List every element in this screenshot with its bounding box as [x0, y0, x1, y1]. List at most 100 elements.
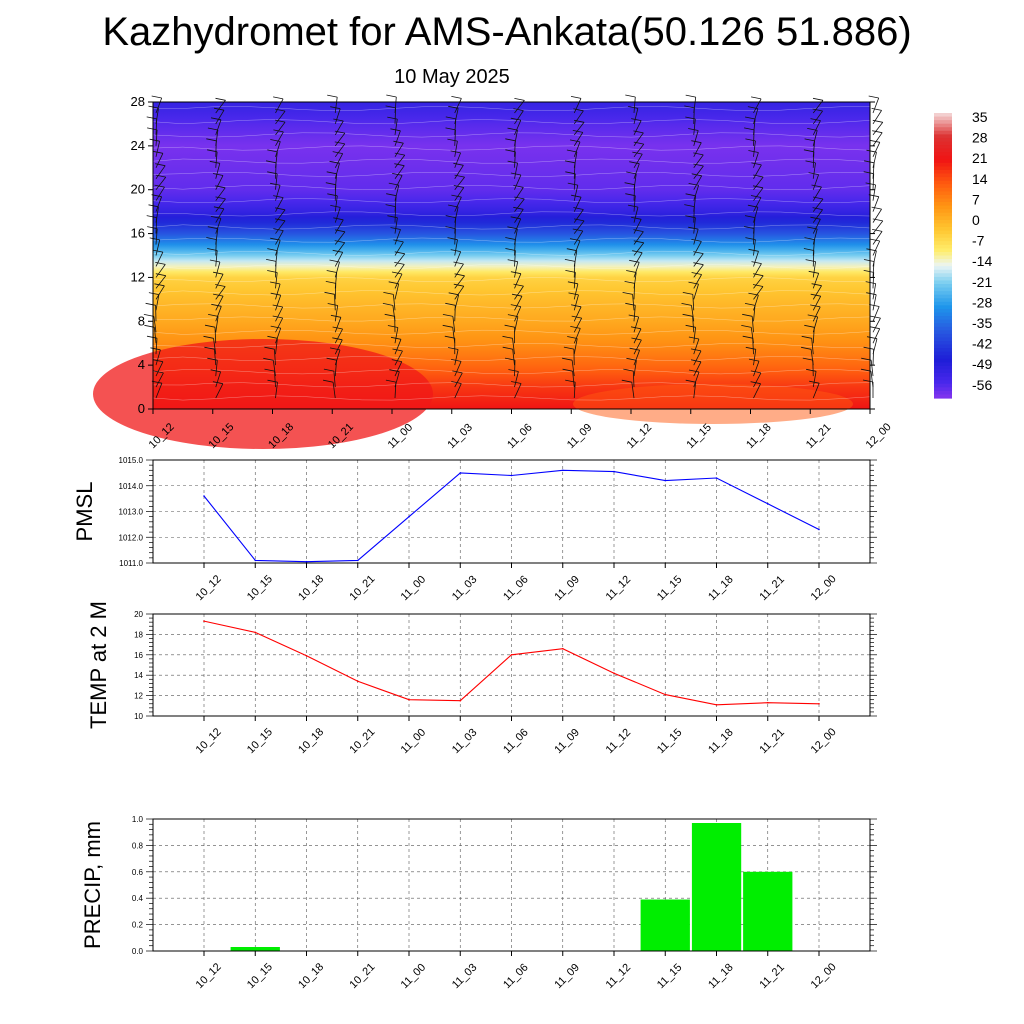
- wind-barb: [334, 120, 344, 136]
- wind-barb-feather: [451, 381, 462, 384]
- wind-barb-feather: [213, 293, 224, 297]
- wind-barb: [573, 220, 585, 234]
- wind-barb-feather: [391, 359, 402, 362]
- wind-barb: [155, 294, 160, 311]
- wind-barb: [215, 208, 225, 223]
- pmsl-point: [357, 559, 359, 562]
- precip-xtick-label: 10_12: [194, 961, 224, 991]
- wind-barb: [514, 218, 522, 234]
- pmsl-point: [305, 560, 308, 563]
- temp-xtick-label: 10_15: [245, 726, 275, 756]
- temp-point: [818, 703, 820, 705]
- wind-barb: [573, 317, 583, 333]
- y-tick-label: 20: [131, 182, 145, 197]
- pmsl-ytick-label: 1013.0: [119, 508, 144, 517]
- wind-barb-feather: [204, 324, 216, 328]
- colorbar-swatch: [934, 266, 952, 271]
- wind-barb-feather: [510, 172, 521, 176]
- precip-xtick-label: 10_18: [296, 961, 326, 991]
- warm-core: [93, 339, 433, 449]
- wind-barb: [334, 173, 338, 190]
- wind-barb-feather: [567, 336, 578, 339]
- wind-barb: [454, 251, 462, 267]
- wind-barb-feather: [393, 239, 404, 243]
- colorbar-swatch: [934, 330, 952, 335]
- wind-barb: [751, 316, 754, 333]
- colorbar-swatch: [934, 198, 952, 203]
- wind-barb-feather: [454, 273, 465, 277]
- wind-barb-feather: [862, 379, 874, 383]
- wind-barb: [155, 153, 164, 168]
- wind-barb: [454, 165, 464, 179]
- wind-barb-feather: [264, 368, 275, 372]
- wind-barb: [514, 187, 524, 201]
- pmsl-xtick-label: 11_15: [655, 574, 685, 604]
- wind-barb: [812, 110, 823, 125]
- wind-barb: [275, 250, 278, 267]
- wind-barb: [512, 349, 515, 366]
- wind-barb: [573, 294, 579, 311]
- y-tick-label: 16: [131, 226, 145, 241]
- wind-barb: [454, 285, 465, 300]
- pmsl-xtick-label: 11_00: [399, 574, 429, 604]
- wind-barb: [394, 361, 403, 377]
- pmsl-point: [613, 470, 615, 473]
- wind-barb-feather: [566, 149, 577, 153]
- wind-barb-feather: [631, 118, 642, 121]
- wind-barb-feather: [151, 380, 162, 384]
- wind-barb: [753, 118, 756, 135]
- wind-barb-feather: [448, 292, 459, 296]
- wind-barb: [753, 152, 759, 168]
- precip-xtick-label: 11_18: [706, 962, 736, 992]
- wind-barb-feather: [562, 368, 573, 372]
- wind-barb-feather: [442, 324, 453, 328]
- wind-barb: [514, 273, 522, 289]
- wind-barb: [334, 195, 338, 212]
- wind-barb: [215, 218, 222, 234]
- colorbar-swatch: [934, 141, 952, 146]
- wind-barb: [633, 207, 639, 223]
- temp-point: [203, 620, 205, 622]
- wind-barb-feather: [685, 324, 696, 328]
- wind-barb: [514, 198, 525, 212]
- colorbar-swatch: [934, 248, 952, 253]
- wind-barb-feather: [270, 281, 281, 285]
- wind-barb: [275, 382, 278, 399]
- wind-barb-feather: [684, 105, 695, 109]
- wind-barb: [633, 272, 637, 289]
- wind-barb-feather: [872, 229, 883, 232]
- wind-barb: [693, 382, 697, 399]
- wind-barb: [454, 129, 456, 146]
- temp-xtick-label: 10_18: [296, 726, 326, 756]
- wind-barb: [334, 163, 340, 179]
- wind-barb: [872, 208, 882, 223]
- wind-barb: [573, 272, 576, 289]
- wind-barb: [633, 262, 640, 278]
- colorbar-label: -42: [972, 336, 992, 352]
- contour-line: [152, 185, 871, 190]
- colorbar-swatch: [934, 202, 952, 207]
- wind-barb: [215, 360, 218, 377]
- wind-barb: [872, 283, 877, 300]
- colorbar-label: -49: [972, 356, 992, 372]
- wind-barb: [571, 360, 575, 377]
- colorbar-swatch: [934, 152, 952, 157]
- colorbar-swatch: [934, 145, 952, 150]
- wind-barb-feather: [334, 130, 345, 134]
- wind-barb: [275, 185, 281, 201]
- wind-barb: [753, 140, 756, 157]
- wind-barb-feather: [204, 346, 215, 350]
- wind-barb: [275, 306, 284, 322]
- wind-barb: [215, 306, 222, 322]
- wind-barb-feather: [744, 127, 755, 131]
- wind-barb-feather: [209, 160, 220, 164]
- wind-barb-feather: [750, 195, 762, 198]
- wind-barb: [693, 154, 704, 169]
- wind-barb: [573, 306, 582, 322]
- wind-barb-feather: [505, 138, 516, 142]
- wind-barb-feather: [622, 292, 633, 295]
- wind-barb: [155, 108, 159, 124]
- contour-line: [152, 237, 871, 243]
- wind-barb: [753, 164, 762, 179]
- wind-barb-feather: [387, 215, 398, 219]
